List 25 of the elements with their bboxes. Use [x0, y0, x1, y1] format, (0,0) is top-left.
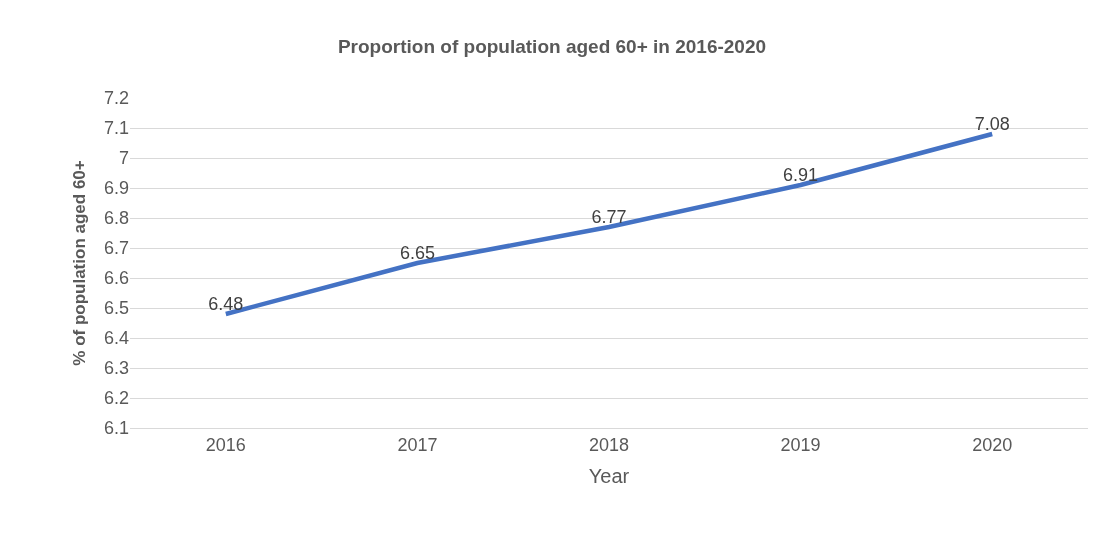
- data-label: 6.65: [399, 242, 435, 263]
- data-label: 7.08: [974, 113, 1010, 134]
- y-tick-label: 6.2: [103, 388, 129, 409]
- y-tick-label: 6.8: [103, 208, 129, 229]
- data-label: 6.77: [591, 206, 627, 227]
- x-tick-label: 2017: [397, 434, 438, 455]
- x-tick-label: 2018: [588, 434, 630, 455]
- y-tick-label: 6.5: [103, 298, 129, 319]
- y-tick-label: 6.1: [103, 418, 129, 439]
- x-tick-label: 2016: [205, 434, 246, 455]
- y-axis-title: % of population aged 60+: [69, 160, 89, 366]
- y-tick-label: 6.7: [103, 238, 129, 259]
- y-tick-label: 7.2: [103, 88, 129, 109]
- x-tick-label: 2019: [780, 434, 821, 455]
- y-tick-label: 6.6: [103, 268, 129, 289]
- chart-title: Proportion of population aged 60+ in 2016-2020: [337, 35, 767, 57]
- y-tick-label: 6.3: [103, 358, 129, 379]
- data-label: 6.48: [208, 293, 244, 314]
- y-tick-label: 7: [118, 148, 129, 169]
- y-tick-label: 6.4: [103, 328, 129, 349]
- data-label: 6.91: [783, 164, 819, 185]
- x-tick-label: 2020: [972, 434, 1013, 455]
- x-axis-title: Year: [588, 465, 630, 488]
- y-tick-label: 7.1: [103, 118, 129, 139]
- y-tick-label: 6.9: [103, 178, 129, 199]
